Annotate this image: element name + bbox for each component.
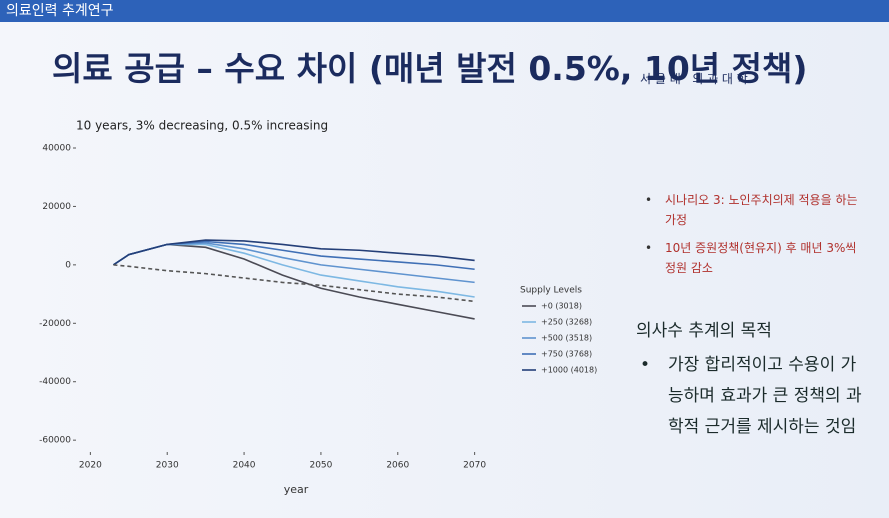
header: 의료인력 추계연구 — [0, 0, 889, 22]
note: 10년 증원정책(현유지) 후 매년 3%씩 정원 감소 — [645, 238, 865, 278]
chart-subtitle: 10 years, 3% decreasing, 0.5% increasing — [76, 119, 328, 133]
purpose-text: 가장 합리적이고 수용이 가능하며 효과가 큰 정책의 과학적 근거를 제시하는… — [640, 350, 868, 443]
legend-label: +500 (3518) — [541, 334, 592, 343]
x-axis-label: year — [284, 483, 309, 496]
x-tick-label: 2070 — [463, 461, 486, 471]
note: 시나리오 3: 노인주치의제 적용을 하는 가정 — [645, 190, 865, 230]
x-tick-label: 2050 — [309, 461, 332, 471]
y-tick-label: 40000 — [42, 144, 71, 154]
legend-label: +0 (3018) — [541, 302, 582, 311]
series-line — [112, 239, 475, 266]
purpose-heading: 의사수 추계의 목적 — [636, 321, 772, 341]
legend-label: +250 (3268) — [541, 318, 592, 327]
legend-label: +1000 (4018) — [541, 366, 597, 375]
legend-label: +750 (3768) — [541, 350, 592, 359]
x-tick-label: 2020 — [79, 461, 102, 471]
logo: 서 울 대 의 과 대 학 — [640, 72, 748, 86]
x-tick-label: 2040 — [233, 461, 256, 471]
y-tick-label: 0 — [65, 260, 71, 270]
series-line — [112, 242, 475, 284]
legend-title: Supply Levels — [520, 286, 582, 296]
y-tick-label: -40000 — [39, 377, 71, 387]
y-tick-label: -60000 — [39, 436, 71, 446]
x-tick-label: 2030 — [156, 461, 179, 471]
x-tick-label: 2060 — [386, 461, 409, 471]
y-tick-label: -20000 — [39, 319, 71, 329]
slide-title: 의료 공급 – 수요 차이 (매년 발전 0.5%, 10년 정책) — [52, 49, 808, 88]
y-tick-label: 20000 — [42, 202, 71, 212]
series-line — [113, 264, 475, 303]
